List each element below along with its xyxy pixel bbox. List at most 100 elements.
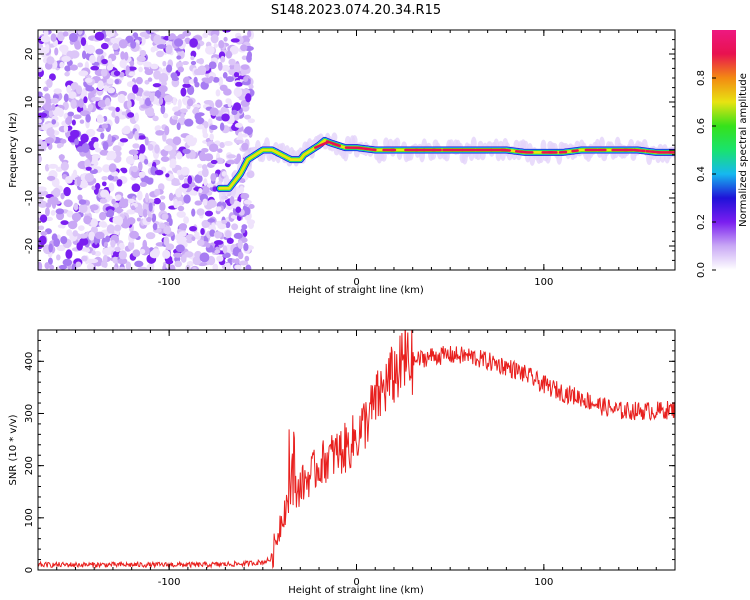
- heatmap-noise-cell: [208, 76, 215, 82]
- heatmap-noise-cell: [233, 71, 240, 78]
- snr-x-ticks: -100 0 100: [37, 330, 676, 588]
- heatmap-noise-cell: [64, 71, 70, 77]
- heatmap-noise-cell: [58, 264, 68, 270]
- heatmap-noise-cell: [200, 227, 205, 235]
- heatmap-noise-cell: [84, 247, 91, 253]
- heatmap-noise-cell: [152, 115, 159, 122]
- heatmap-noise-cell: [55, 208, 65, 215]
- heatmap-noise-cell: [104, 97, 111, 107]
- heatmap-noise-cell: [168, 192, 174, 201]
- heatmap-noise-cell: [63, 93, 69, 103]
- heatmap-ridge-halo: [513, 139, 520, 151]
- heatmap-noise-cell: [92, 242, 100, 249]
- heatmap-noise-cell: [196, 124, 206, 130]
- heatmap-noise-cell: [103, 85, 108, 92]
- heatmap-noise-cell: [106, 224, 115, 234]
- heatmap-noise-cell: [94, 250, 102, 257]
- heatmap-noise-cell: [231, 258, 236, 263]
- heatmap-noise-cell: [218, 76, 224, 87]
- y-tick-label: 100: [24, 508, 35, 527]
- heatmap-noise-cell: [176, 122, 181, 131]
- heatmap-noise-cell: [48, 163, 58, 169]
- heatmap-noise-cell: [160, 105, 166, 115]
- heatmap-noise-cell: [231, 109, 238, 115]
- heatmap-noise-cell: [38, 225, 45, 231]
- heatmap-noise-cell: [48, 73, 56, 81]
- heatmap-noise-cell: [198, 58, 205, 65]
- heatmap-noise-cell: [154, 188, 161, 197]
- heatmap-noise-cell: [77, 225, 85, 232]
- heatmap-noise-cell: [186, 98, 194, 107]
- heatmap-noise-cell: [101, 175, 109, 181]
- heatmap-noise-cell: [45, 207, 50, 217]
- heatmap-noise-cell: [152, 223, 158, 231]
- heatmap-noise-cell: [127, 240, 135, 251]
- heatmap-ridge-halo: [331, 132, 338, 143]
- heatmap-noise-cell: [212, 263, 219, 270]
- heatmap-noise-cell: [102, 247, 112, 256]
- heatmap-noise-cell: [101, 123, 109, 129]
- heatmap-noise-cell: [222, 30, 231, 33]
- heatmap-noise-cell: [246, 170, 255, 179]
- heatmap-noise-cell: [117, 114, 127, 120]
- heatmap-noise-cell: [234, 264, 242, 270]
- heatmap-noise-cell: [143, 158, 149, 165]
- heatmap-noise-cell: [222, 245, 228, 254]
- heatmap-noise-cell: [65, 175, 73, 184]
- heatmap-noise-cell: [95, 182, 101, 190]
- heatmap-noise-cell: [46, 175, 56, 181]
- heatmap-noise-cell: [45, 43, 50, 54]
- heatmap-noise-cell: [248, 204, 255, 209]
- heatmap-noise-cell: [161, 213, 169, 221]
- heatmap-noise-cell: [88, 258, 99, 264]
- heatmap-noise-cell: [214, 109, 219, 115]
- heatmap-noise-cell: [245, 93, 252, 103]
- snr-panel: -100 0 100 0 100 200 300 400 Height of straigh…: [8, 329, 676, 596]
- heatmap-noise-cell: [248, 84, 254, 90]
- heatmap-noise-cell: [91, 96, 101, 102]
- colorbar-ticks: 0.0 0.2 0.4 0.6 0.8: [696, 70, 716, 278]
- heatmap-noise-cell: [113, 51, 120, 56]
- heatmap-noise-cell: [241, 55, 248, 61]
- heatmap-noise-cell: [121, 126, 131, 135]
- heatmap-noise-cell: [135, 95, 142, 101]
- heatmap-noise-cell: [169, 158, 177, 167]
- spectrogram-y-axis-label: Frequency (Hz): [8, 112, 19, 188]
- heatmap-noise-cell: [142, 239, 148, 250]
- heatmap-noise-cell: [170, 264, 176, 270]
- heatmap-noise-cell: [60, 220, 69, 226]
- heatmap-noise-cell: [162, 60, 167, 67]
- heatmap-ridge-peak: [356, 146, 369, 151]
- heatmap-noise-cell: [110, 37, 120, 44]
- heatmap-noise-cell: [85, 86, 95, 92]
- heatmap-noise-cell: [213, 240, 224, 245]
- heatmap-ridge-peak: [367, 147, 377, 152]
- heatmap-noise-cell: [78, 70, 89, 77]
- heatmap-noise-cell: [176, 210, 186, 218]
- colorbar-tick-label: 0.8: [696, 70, 707, 86]
- colorbar: 0.0 0.2 0.4 0.6 0.8 Normalized spectral ampl…: [696, 30, 749, 278]
- heatmap-noise-cell: [44, 163, 50, 172]
- heatmap-noise-cell: [207, 199, 217, 208]
- heatmap-noise-cell: [108, 182, 115, 192]
- heatmap-noise-cell: [194, 200, 203, 206]
- heatmap-noise-cell: [155, 125, 162, 131]
- heatmap-noise-cell: [163, 225, 172, 235]
- heatmap-noise-cell: [90, 218, 98, 228]
- heatmap-noise-cell: [110, 239, 116, 248]
- heatmap-noise-cell: [122, 198, 129, 203]
- heatmap-noise-cell: [90, 65, 100, 71]
- heatmap-noise-cell: [65, 249, 73, 260]
- heatmap-noise-cell: [225, 76, 235, 83]
- heatmap-noise-cell: [99, 198, 108, 204]
- heatmap-noise-cell: [120, 51, 125, 60]
- heatmap-noise-cell: [215, 99, 223, 108]
- heatmap-noise-cell: [134, 260, 144, 268]
- heatmap-noise-cell: [112, 43, 120, 50]
- heatmap-noise-cell: [173, 198, 179, 209]
- heatmap-noise-cell: [199, 252, 210, 263]
- heatmap-noise-cell: [44, 137, 55, 144]
- heatmap-noise-cell: [39, 214, 48, 223]
- heatmap-noise-cell: [154, 169, 164, 176]
- heatmap-noise-cell: [50, 33, 57, 42]
